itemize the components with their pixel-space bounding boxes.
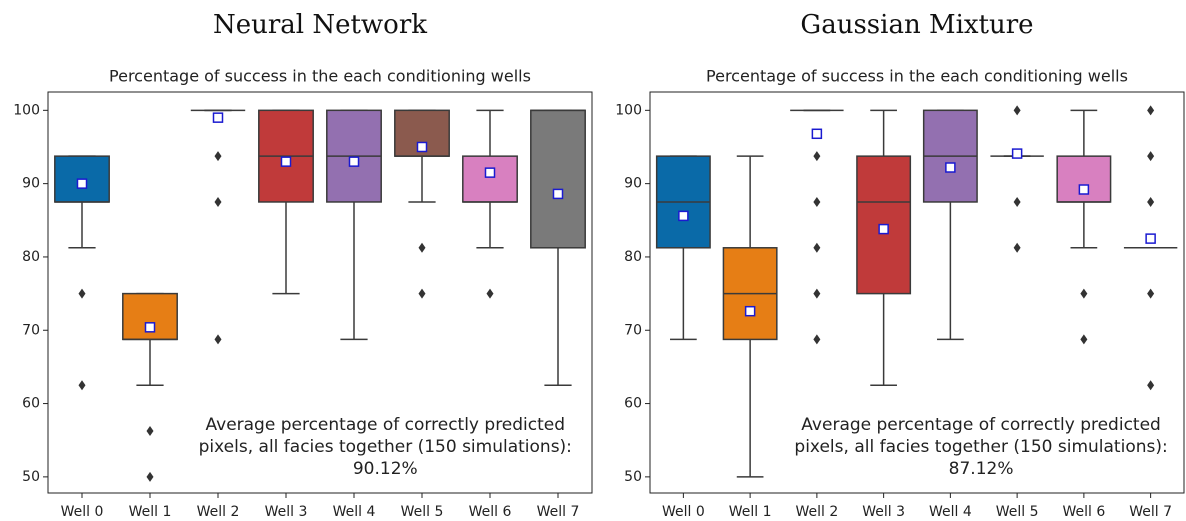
- x-tick-label: Well 3: [862, 504, 905, 520]
- chart-heading: Neural Network: [213, 10, 427, 40]
- x-tick-label: Well 6: [469, 504, 512, 520]
- plot-frame: [47, 91, 593, 494]
- annotation: Average percentage of correctly predicte…: [801, 415, 1161, 435]
- chart-title: Percentage of success in the each condit…: [706, 67, 1128, 86]
- box: [1056, 155, 1112, 203]
- y-tick-label: 80: [624, 249, 642, 265]
- outlier: [78, 380, 86, 391]
- outlier: [146, 471, 154, 482]
- outlier: [813, 196, 821, 207]
- y-tick-label: 80: [22, 249, 40, 265]
- y-tick-label: 50: [624, 469, 642, 485]
- x-tick-label: Well 7: [537, 504, 580, 520]
- annotation: pixels, all facies together (150 simulat…: [199, 437, 572, 457]
- outlier: [418, 242, 426, 253]
- x-tick-label: Well 5: [996, 504, 1039, 520]
- annotation: pixels, all facies together (150 simulat…: [794, 437, 1167, 457]
- y-tick-label: 70: [624, 322, 642, 338]
- outlier: [1147, 105, 1155, 116]
- outlier: [813, 288, 821, 299]
- chart-title: Percentage of success in the each condit…: [109, 67, 531, 86]
- x-tick-label: Well 5: [401, 504, 444, 520]
- y-tick-label: 100: [615, 102, 642, 118]
- outlier: [486, 288, 494, 299]
- plot-frame: [649, 91, 1185, 494]
- mean-marker: [945, 162, 956, 173]
- y-tick-label: 90: [624, 176, 642, 192]
- y-tick-label: 100: [13, 102, 40, 118]
- x-tick-label: Well 3: [265, 504, 308, 520]
- mean-marker: [811, 128, 823, 140]
- y-tick-label: 70: [22, 322, 40, 338]
- annotation: Average percentage of correctly predicte…: [206, 415, 566, 435]
- annotation: 90.12%: [353, 459, 418, 479]
- mean-marker: [1078, 184, 1090, 195]
- outlier: [418, 288, 426, 299]
- mean-marker: [212, 112, 224, 123]
- mean-marker: [484, 167, 496, 178]
- y-tick-label: 60: [22, 396, 40, 412]
- outlier: [1080, 334, 1088, 345]
- x-tick-label: Well 1: [129, 504, 172, 520]
- mean-marker: [280, 156, 292, 167]
- outlier: [146, 426, 154, 437]
- y-tick-label: 50: [22, 469, 40, 485]
- outlier: [1147, 196, 1155, 207]
- x-tick-label: Well 7: [1129, 504, 1172, 520]
- x-tick-label: Well 1: [729, 504, 772, 520]
- chart: Neural Network Percentage of success in t…: [13, 10, 593, 520]
- mean-marker: [552, 188, 564, 200]
- x-tick-label: Well 4: [929, 504, 972, 520]
- outlier: [1013, 242, 1021, 253]
- mean-marker: [1011, 148, 1023, 159]
- x-tick-label: Well 2: [795, 504, 838, 520]
- x-tick-label: Well 4: [333, 504, 376, 520]
- mean-marker: [348, 156, 360, 167]
- x-tick-label: Well 0: [61, 504, 104, 520]
- outlier: [214, 196, 222, 207]
- x-tick-label: Well 6: [1062, 504, 1105, 520]
- outlier: [1013, 105, 1021, 116]
- mean-marker: [878, 223, 889, 235]
- chart: Gaussian Mixture Percentage of success in…: [615, 10, 1185, 520]
- chart-heading: Gaussian Mixture: [800, 10, 1033, 40]
- mean-marker: [744, 305, 756, 317]
- y-tick-label: 60: [624, 396, 642, 412]
- outlier: [1147, 288, 1155, 299]
- mean-marker: [76, 178, 88, 189]
- mean-marker: [416, 141, 428, 153]
- box: [530, 109, 586, 249]
- outlier: [1147, 380, 1155, 391]
- y-tick-label: 90: [22, 176, 40, 192]
- outlier: [1013, 196, 1021, 207]
- outlier: [1080, 288, 1088, 299]
- outlier: [214, 151, 222, 162]
- mean-marker: [678, 210, 689, 222]
- outlier: [813, 242, 821, 253]
- outlier: [214, 334, 222, 345]
- mean-marker: [144, 322, 156, 333]
- annotation: 87.12%: [949, 459, 1014, 479]
- mean-marker: [1145, 233, 1156, 244]
- box: [462, 155, 518, 203]
- x-tick-label: Well 2: [197, 504, 240, 520]
- x-tick-label: Well 0: [662, 504, 705, 520]
- outlier: [813, 151, 821, 162]
- outlier: [1147, 151, 1155, 162]
- outlier: [78, 288, 86, 299]
- outlier: [813, 334, 821, 345]
